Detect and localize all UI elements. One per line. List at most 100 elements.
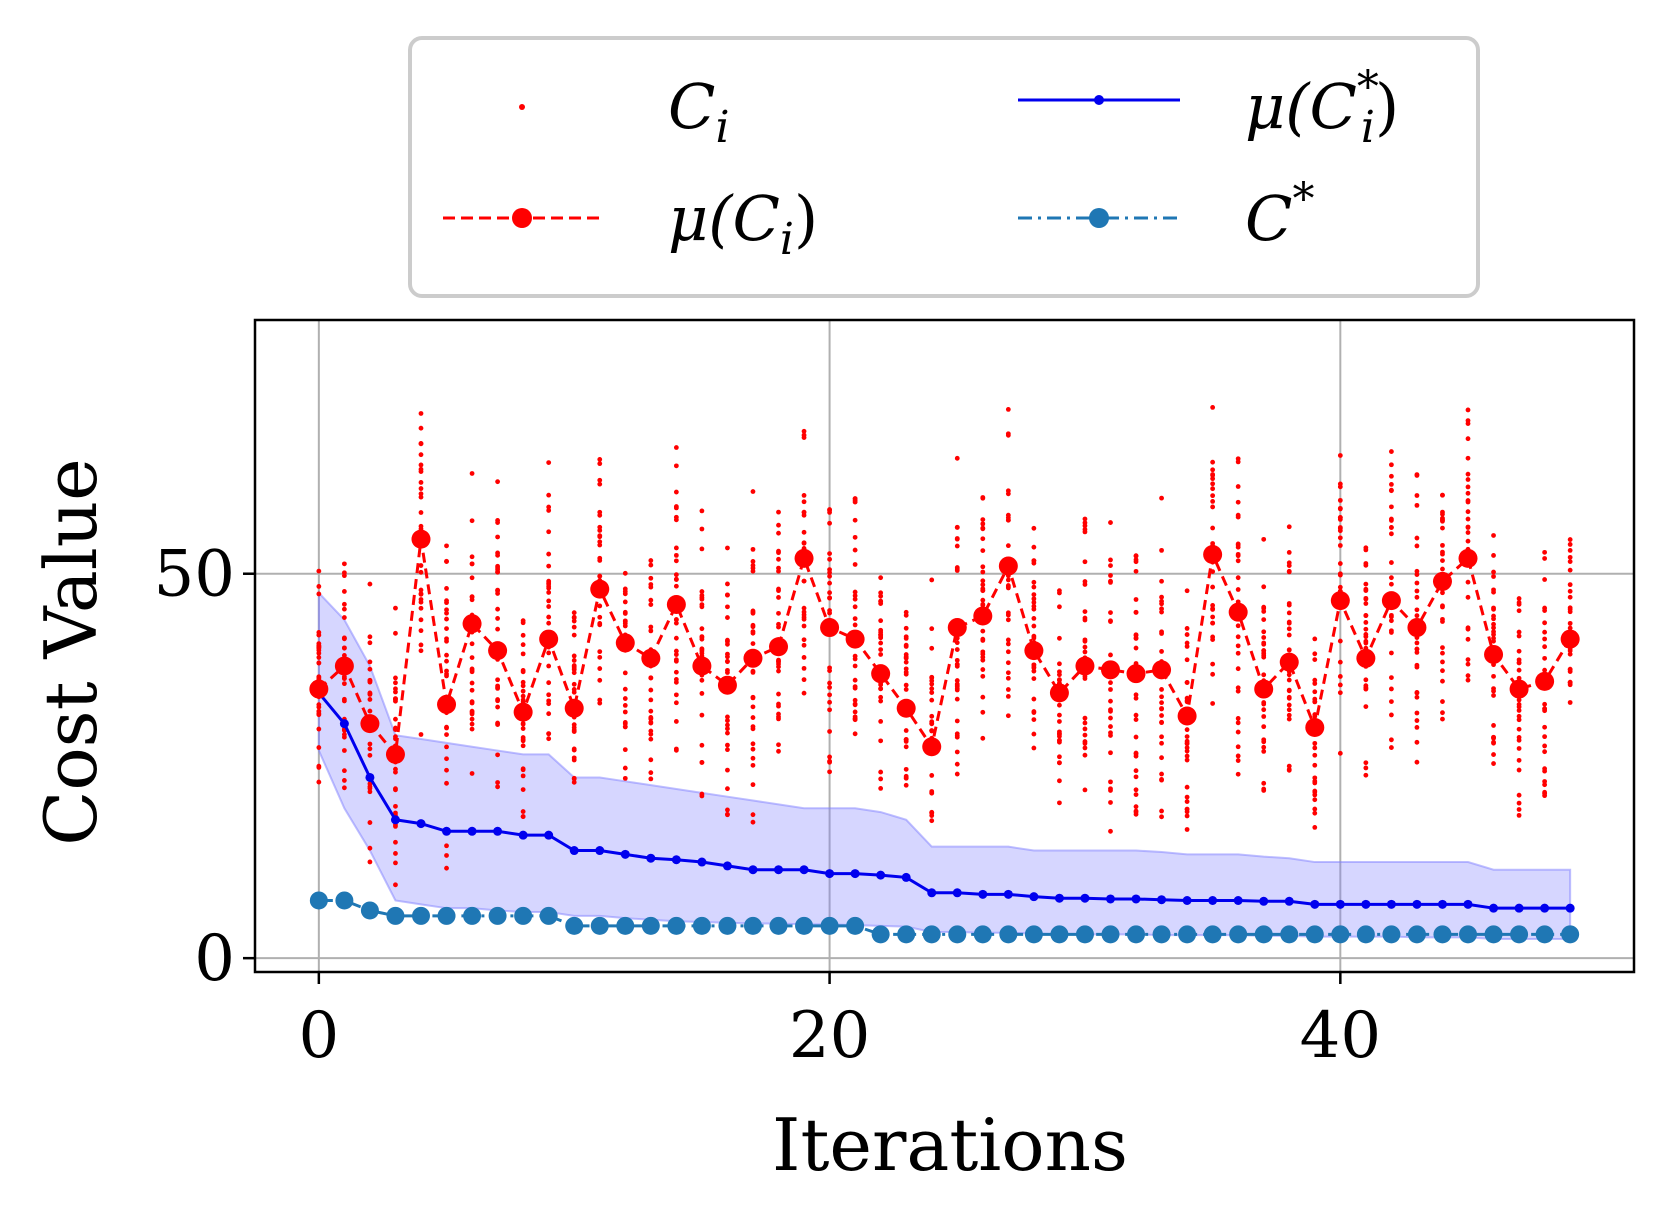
ci-point: [878, 640, 884, 646]
ci-point: [725, 581, 730, 587]
ci-point: [801, 655, 807, 660]
mu-star-point: [569, 846, 579, 856]
mu-ci-point: [947, 618, 967, 638]
ci-point: [444, 636, 449, 642]
ci-point: [1388, 581, 1394, 587]
ci-point: [341, 676, 347, 681]
cstar-point: [1024, 925, 1043, 944]
ci-point: [673, 558, 679, 564]
ci-point: [1363, 595, 1369, 601]
ci-point: [1235, 456, 1241, 462]
ci-point: [1567, 594, 1573, 600]
ci-point: [1005, 577, 1011, 583]
ci-point: [622, 591, 628, 597]
ci-point: [725, 726, 730, 732]
ci-point: [1005, 687, 1011, 692]
ci-point: [1057, 712, 1062, 718]
ci-point: [1516, 713, 1522, 719]
ci-point: [1261, 635, 1267, 640]
ci-point: [622, 696, 628, 701]
ci-point: [1159, 495, 1164, 501]
ci-point: [367, 845, 373, 851]
ci-point: [316, 704, 322, 710]
ci-point: [1184, 657, 1190, 663]
ci-point: [1567, 669, 1573, 675]
ci-point: [444, 744, 449, 750]
ci-point: [801, 493, 807, 498]
ci-point: [1133, 553, 1139, 559]
ci-point: [878, 786, 884, 791]
ci-point: [1516, 792, 1522, 798]
ci-point: [1516, 633, 1522, 639]
mu-star-point: [1463, 899, 1473, 909]
ci-point: [852, 709, 858, 715]
ci-point: [801, 612, 807, 618]
ci-point: [1031, 603, 1037, 609]
ci-point: [929, 686, 935, 692]
ci-point: [622, 609, 628, 615]
x-tick-label-0: 0: [298, 999, 339, 1073]
ci-point: [546, 731, 552, 737]
ci-point: [1235, 512, 1241, 518]
cstar-point: [820, 916, 839, 935]
ci-scatter: [316, 404, 1573, 888]
ci-point: [673, 572, 679, 578]
ci-point: [1031, 616, 1037, 621]
ci-point: [444, 671, 449, 677]
ci-point: [750, 622, 756, 628]
ci-point: [776, 659, 781, 664]
ci-point: [597, 461, 603, 467]
ci-point: [673, 677, 679, 682]
mu-star-point: [1284, 896, 1294, 906]
ci-point: [1082, 720, 1088, 726]
ci-point: [546, 563, 552, 569]
ci-point: [980, 521, 986, 527]
ci-point: [878, 682, 884, 688]
ci-point: [878, 698, 884, 704]
ci-point: [316, 765, 322, 770]
ci-point: [1465, 661, 1471, 667]
ci-point: [1184, 794, 1190, 800]
ci-point: [341, 601, 347, 607]
ci-point: [1337, 543, 1343, 548]
mu-ci-point: [1177, 706, 1197, 726]
ci-point: [1516, 660, 1522, 666]
ci-point: [520, 814, 526, 820]
legend-mu-label: μ(Ci): [668, 182, 818, 265]
ci-point: [725, 667, 730, 673]
ci-point: [520, 632, 526, 638]
mu-ci-point: [1228, 602, 1248, 622]
ci-point: [1133, 811, 1139, 817]
ci-point: [1057, 760, 1062, 766]
ci-point: [622, 670, 628, 676]
ci-point: [1440, 590, 1445, 596]
ci-point: [1465, 524, 1471, 530]
ci-point: [1388, 449, 1394, 454]
ci-point: [495, 479, 501, 485]
ci-point: [929, 810, 935, 816]
ci-point: [801, 578, 807, 584]
ci-point: [1465, 538, 1471, 544]
ci-point: [673, 658, 679, 664]
ci-point: [776, 711, 781, 717]
ci-point: [1108, 828, 1113, 834]
ci-point: [1465, 490, 1471, 496]
ci-point: [750, 741, 756, 747]
ci-point: [1031, 717, 1037, 722]
ci-point: [546, 590, 552, 595]
cstar-point: [1484, 925, 1503, 944]
ci-point: [1108, 724, 1113, 729]
ci-point: [1082, 527, 1088, 532]
ci-point: [1337, 690, 1343, 696]
ci-point: [1261, 786, 1267, 792]
ci-point: [1516, 726, 1522, 732]
ci-point: [929, 713, 935, 719]
ci-point: [725, 722, 730, 728]
ci-point: [341, 645, 347, 651]
ci-point: [852, 697, 858, 703]
y-axis-label: Cost Value: [29, 458, 113, 846]
ci-point: [520, 787, 526, 792]
ci-point: [673, 505, 679, 511]
cstar-point: [590, 916, 609, 935]
ci-point: [469, 471, 475, 476]
